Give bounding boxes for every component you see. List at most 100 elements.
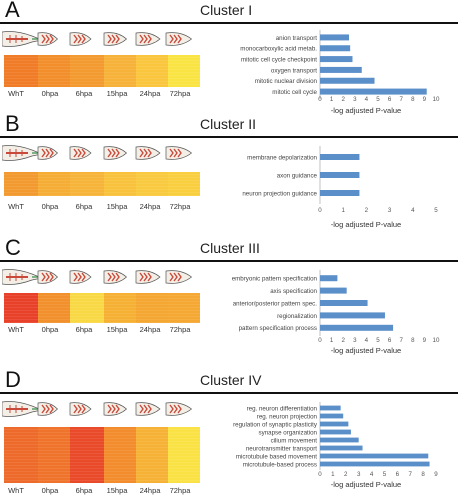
x-tick-label: 1	[330, 337, 334, 344]
heatmap-strip	[4, 172, 200, 196]
x-tick-label: 6	[388, 96, 392, 103]
timepoint-label: 24hpa	[139, 486, 161, 495]
tail-icon	[103, 32, 128, 46]
bar	[320, 66, 362, 73]
x-tick-label: 4	[411, 207, 415, 214]
category-label: microtubule based movement	[236, 453, 317, 460]
tail-illustrations	[1, 28, 202, 57]
x-tick-label: 9	[423, 337, 427, 344]
tail-icon	[37, 402, 58, 416]
tail-icon	[103, 270, 128, 284]
x-tick-label: 4	[370, 471, 374, 478]
timepoint-label: 0hpa	[41, 486, 59, 495]
timepoint-label: 15hpa	[106, 202, 128, 211]
heatmap-cell	[168, 293, 200, 323]
x-tick-label: 2	[365, 207, 369, 214]
x-tick-label: 0	[318, 96, 322, 103]
category-label: anion transport	[276, 35, 318, 42]
category-label: synapse organization	[259, 429, 318, 436]
x-tick-label: 4	[365, 337, 369, 344]
x-tick-label: 0	[318, 337, 322, 344]
x-tick-label: 4	[365, 96, 369, 103]
heatmap-cell	[4, 427, 38, 483]
tail-icon	[135, 146, 161, 160]
timepoint-label: 6hpa	[75, 325, 93, 334]
panel-title: Cluster III	[200, 240, 260, 256]
x-tick-label: 0	[318, 471, 322, 478]
heatmap-cell	[70, 55, 104, 87]
category-label: mitotic cell cycle	[272, 89, 317, 96]
category-label: embryonic pattern specification	[232, 276, 318, 283]
x-tick-label: 1	[341, 207, 345, 214]
heatmap-cell	[70, 293, 104, 323]
title-rule	[0, 136, 458, 138]
bar	[320, 34, 349, 41]
x-tick-label: 7	[408, 471, 412, 478]
x-tick-label: 5	[383, 471, 387, 478]
timepoint-label: 0hpa	[41, 325, 59, 334]
timepoint-label: 72hpa	[169, 202, 191, 211]
x-tick-label: 7	[399, 337, 403, 344]
bar	[320, 275, 338, 282]
bar	[320, 172, 360, 178]
bar	[320, 312, 385, 319]
category-label: pattern specification process	[239, 325, 317, 332]
category-label: neurotransmitter transport	[246, 445, 317, 452]
tail-icon	[1, 269, 44, 285]
heatmap-cell	[70, 427, 104, 483]
timepoint-label: WhT	[8, 89, 24, 98]
category-label: mitotic cell cycle checkpoint	[241, 56, 317, 63]
tail-icon	[135, 32, 161, 46]
panel-d: D Cluster IV WhT 0hpa 6hpa 15hpa 24hpa 72hpa …	[0, 367, 458, 500]
bar	[320, 413, 344, 419]
x-axis-label: -log adjusted P-value	[331, 106, 401, 115]
bar-chart: membrane depolarization axon guidance neur…	[242, 146, 438, 229]
category-label: reg. neuron projection	[257, 413, 318, 420]
timepoint-label: 24hpa	[139, 202, 161, 211]
bar-chart: embryonic pattern specification axis spec…	[232, 270, 440, 355]
category-label: anterior/posterior pattern spec.	[233, 300, 318, 307]
x-tick-label: 5	[376, 337, 380, 344]
heatmap-cell	[104, 427, 136, 483]
timepoint-label: 24hpa	[139, 325, 161, 334]
heatmap-cell	[136, 427, 168, 483]
panel-a: A Cluster I WhT 0hpa 6hpa 15hpa 24hpa 72hpa a…	[0, 0, 458, 118]
tail-icon	[165, 32, 193, 46]
heatmap-cell	[104, 293, 136, 323]
panel-letter: D	[5, 367, 21, 392]
tail-icon	[37, 270, 58, 284]
bar-chart: anion transport monocarboxylic acid metab…	[240, 30, 440, 115]
bar	[320, 45, 351, 52]
category-label: axon guidance	[277, 172, 318, 179]
heatmap-cell	[38, 172, 70, 196]
x-tick-label: 6	[388, 337, 392, 344]
heatmap-cell	[38, 427, 70, 483]
heatmap-cell	[4, 293, 38, 323]
heatmap-strip	[4, 55, 200, 87]
heatmap-cell	[38, 293, 70, 323]
category-label: mitotic nuclear division	[255, 78, 318, 85]
timepoint-label: 6hpa	[75, 202, 93, 211]
category-label: monocarboxylic acid metab.	[240, 46, 317, 53]
panel-letter: A	[5, 0, 20, 22]
panel-letter: C	[5, 235, 21, 260]
panel-c: C Cluster III WhT 0hpa 6hpa 15hpa 24hpa 72hpa…	[0, 235, 458, 368]
category-label: regionalization	[277, 313, 317, 320]
timepoint-label: 15hpa	[106, 325, 128, 334]
x-tick-label: 9	[423, 96, 427, 103]
title-rule	[0, 260, 458, 262]
heatmap-cell	[4, 55, 38, 87]
tail-icon	[69, 146, 92, 160]
timepoint-label: 6hpa	[75, 486, 93, 495]
category-label: microtubule-based process	[243, 461, 317, 468]
x-tick-label: 1	[330, 96, 334, 103]
x-tick-label: 2	[341, 337, 345, 344]
bar	[320, 300, 368, 306]
tail-icon	[69, 32, 92, 46]
timepoint-label: 15hpa	[106, 89, 128, 98]
title-rule	[0, 22, 458, 24]
tail-icon	[1, 401, 44, 417]
heatmap-cell	[168, 172, 200, 196]
